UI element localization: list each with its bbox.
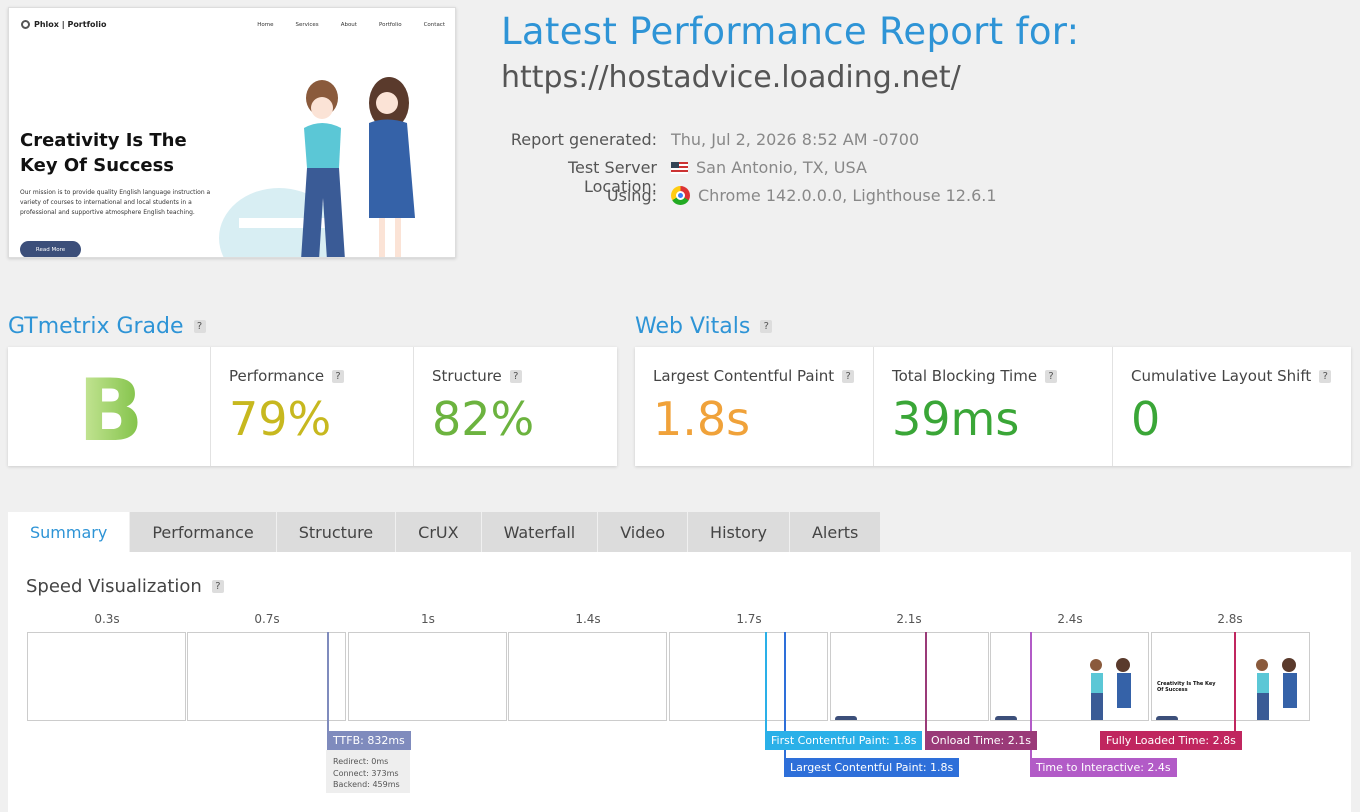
frame-time: 1s	[421, 612, 435, 626]
filmstrip-frame[interactable]	[187, 632, 346, 721]
help-icon[interactable]: ?	[842, 369, 855, 383]
ttfb-marker[interactable]: TTFB: 832ms	[327, 731, 411, 750]
summary-panel: Speed Visualization? 0.3s 0.7s 1s 1.4s 1…	[8, 552, 1351, 812]
using-label: Using:	[606, 186, 657, 205]
using-value: Chrome 142.0.0.0, Lighthouse 12.6.1	[671, 186, 997, 205]
tti-line	[1030, 632, 1032, 777]
preview-logo: Phlox | Portfolio	[21, 20, 107, 29]
tab-video[interactable]: Video	[598, 512, 689, 552]
frame-time: 2.4s	[1057, 612, 1083, 626]
cls-value: 0	[1131, 392, 1161, 446]
tab-performance[interactable]: Performance	[130, 512, 277, 552]
lcp-value: 1.8s	[653, 392, 751, 446]
report-url[interactable]: https://hostadvice.loading.net/	[501, 60, 961, 95]
filmstrip-frame[interactable]	[830, 632, 989, 721]
onload-line	[925, 632, 927, 750]
preview-read-more-button: Read More	[20, 241, 81, 257]
ttfb-line	[327, 632, 329, 750]
us-flag-icon	[671, 161, 688, 174]
web-vitals-card: Largest Contentful Paint? 1.8s Total Blo…	[635, 347, 1351, 466]
grade-card: B Performance? 79% Structure? 82%	[8, 347, 617, 466]
logo-gear-icon	[21, 20, 30, 29]
filmstrip-frame[interactable]	[348, 632, 507, 721]
help-icon[interactable]: ?	[509, 369, 522, 383]
frame-time: 0.3s	[94, 612, 120, 626]
grade-letter: B	[78, 361, 144, 461]
filmstrip-frame[interactable]	[990, 632, 1149, 721]
frame-time: 0.7s	[254, 612, 280, 626]
speed-visualization-heading: Speed Visualization?	[26, 576, 224, 597]
structure-label: Structure?	[432, 367, 522, 385]
server-location-label: Test Server Location:	[567, 158, 657, 196]
gtmetrix-grade-heading: GTmetrix Grade?	[8, 314, 206, 339]
preview-nav: Home Services About Portfolio Contact	[257, 22, 445, 28]
web-vitals-heading: Web Vitals?	[635, 314, 773, 339]
fcp-marker[interactable]: First Contentful Paint: 1.8s	[765, 731, 923, 750]
cls-cell: Cumulative Layout Shift? 0	[1113, 347, 1351, 466]
lcp-marker[interactable]: Largest Contentful Paint: 1.8s	[784, 758, 960, 777]
performance-label: Performance?	[229, 367, 345, 385]
tab-history[interactable]: History	[688, 512, 790, 552]
tab-crux[interactable]: CrUX	[396, 512, 482, 552]
ttfb-breakdown: Redirect: 0ms Connect: 373ms Backend: 45…	[326, 750, 410, 793]
cls-label: Cumulative Layout Shift?	[1131, 367, 1332, 385]
structure-cell: Structure? 82%	[414, 347, 617, 466]
grade-letter-cell: B	[8, 347, 211, 466]
frame-time: 2.8s	[1217, 612, 1243, 626]
report-generated-value: Thu, Jul 2, 2026 8:52 AM -0700	[671, 130, 920, 149]
page-screenshot: Phlox | Portfolio Home Services About Po…	[8, 7, 456, 258]
tab-structure[interactable]: Structure	[276, 512, 397, 552]
preview-nav-item: Services	[295, 22, 319, 28]
help-icon[interactable]: ?	[1319, 369, 1332, 383]
tbt-label: Total Blocking Time?	[892, 367, 1058, 385]
help-icon[interactable]: ?	[193, 320, 206, 333]
frame-time: 1.4s	[575, 612, 601, 626]
performance-cell: Performance? 79%	[211, 347, 414, 466]
preview-nav-item: About	[340, 22, 357, 28]
help-icon[interactable]: ?	[332, 369, 345, 383]
tti-marker[interactable]: Time to Interactive: 2.4s	[1030, 758, 1177, 777]
report-tabs: Summary Performance Structure CrUX Water…	[8, 512, 882, 552]
lcp-line	[784, 632, 786, 777]
report-generated-label: Report generated:	[510, 130, 657, 149]
tbt-value: 39ms	[892, 392, 1020, 446]
help-icon[interactable]: ?	[1045, 369, 1058, 383]
preview-nav-item: Home	[257, 22, 274, 28]
tbt-cell: Total Blocking Time? 39ms	[874, 347, 1113, 466]
preview-nav-item: Contact	[423, 22, 445, 28]
chrome-icon	[671, 186, 690, 205]
preview-illustration	[219, 77, 415, 257]
filmstrip-frame[interactable]	[669, 632, 828, 721]
preview-hero-title: Creativity Is The Key Of Success	[20, 130, 187, 176]
preview-hero-desc: Our mission is to provide quality Englis…	[20, 189, 211, 216]
lcp-cell: Largest Contentful Paint? 1.8s	[635, 347, 874, 466]
help-icon[interactable]: ?	[760, 320, 773, 333]
tab-summary[interactable]: Summary	[8, 512, 131, 552]
lcp-label: Largest Contentful Paint?	[653, 367, 855, 385]
frame-time: 2.1s	[896, 612, 922, 626]
fully-loaded-marker[interactable]: Fully Loaded Time: 2.8s	[1100, 731, 1242, 750]
fully-loaded-line	[1234, 632, 1236, 750]
filmstrip-frame[interactable]	[27, 632, 186, 721]
report-title: Latest Performance Report for:	[501, 10, 1080, 53]
server-location-value: San Antonio, TX, USA	[671, 158, 867, 177]
fcp-line	[765, 632, 767, 750]
structure-value: 82%	[432, 392, 535, 446]
tab-waterfall[interactable]: Waterfall	[481, 512, 599, 552]
filmstrip-frame[interactable]	[508, 632, 667, 721]
onload-marker[interactable]: Onload Time: 2.1s	[925, 731, 1037, 750]
tab-alerts[interactable]: Alerts	[789, 512, 882, 552]
filmstrip-frame[interactable]: Creativity Is The Key Of Success	[1151, 632, 1310, 721]
frame-time: 1.7s	[736, 612, 762, 626]
preview-nav-item: Portfolio	[378, 22, 402, 28]
help-icon[interactable]: ?	[211, 580, 224, 593]
performance-value: 79%	[229, 392, 332, 446]
